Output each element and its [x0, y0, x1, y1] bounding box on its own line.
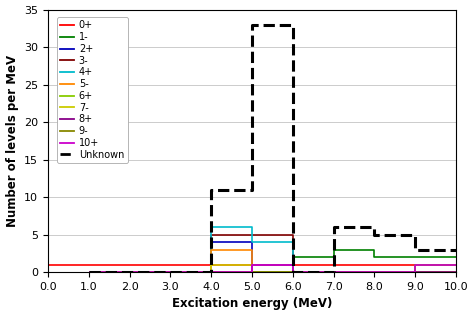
Y-axis label: Number of levels per MeV: Number of levels per MeV: [6, 55, 18, 227]
Legend: 0+, 1-, 2+, 3-, 4+, 5-, 6+, 7-, 8+, 9-, 10+, Unknown: 0+, 1-, 2+, 3-, 4+, 5-, 6+, 7-, 8+, 9-, …: [57, 17, 128, 163]
X-axis label: Excitation energy (MeV): Excitation energy (MeV): [172, 297, 332, 310]
